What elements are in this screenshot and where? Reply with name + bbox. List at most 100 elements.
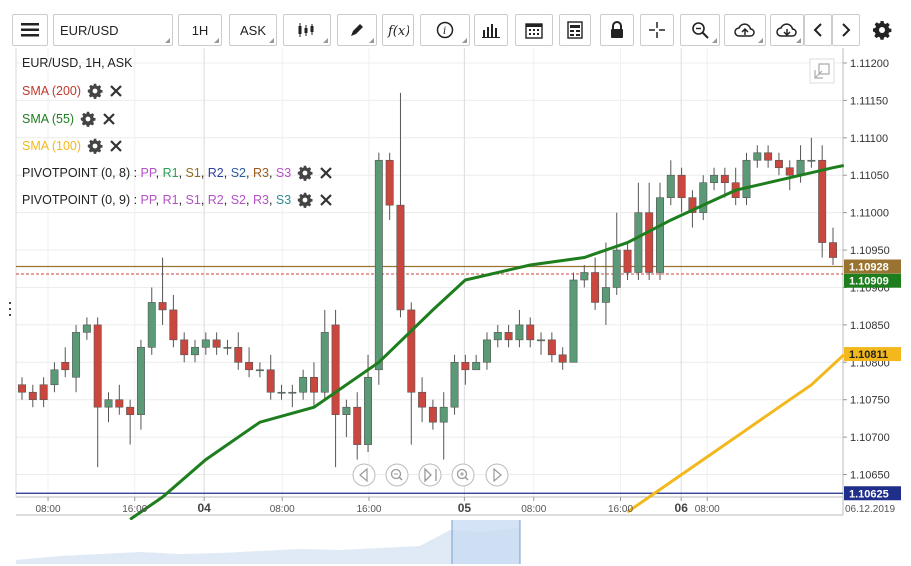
price-tag-label: 1.10909 — [849, 276, 889, 288]
chart-grid — [16, 48, 843, 497]
pivot1-r1: R1 — [162, 166, 179, 180]
sma200-settings-button[interactable] — [87, 83, 103, 99]
timeframe-select[interactable]: 1H — [178, 14, 222, 46]
y-tick-label: 1.11050 — [850, 170, 889, 182]
legend-pivot2: PIVOTPOINT (0, 9) : PP, R1, S1, R2, S2, … — [22, 192, 333, 208]
magnifier-icon — [692, 22, 709, 39]
scroll-back-button[interactable] — [804, 14, 832, 46]
zoom-out-button[interactable] — [385, 463, 409, 487]
candle-body — [450, 361, 459, 408]
candle — [753, 145, 762, 168]
candle-body — [407, 309, 416, 393]
reset-zoom-button[interactable] — [418, 463, 442, 487]
zoom-button[interactable] — [680, 14, 720, 46]
legend-pivot1: PIVOTPOINT (0, 8) : PP, R1, S1, R2, S2, … — [22, 165, 333, 181]
y-tick-label: 1.10650 — [850, 470, 890, 482]
maximize-button[interactable] — [809, 58, 835, 84]
candle — [677, 167, 686, 213]
candle-body — [774, 159, 783, 169]
candle — [504, 324, 513, 348]
sma55-remove-button[interactable] — [102, 112, 116, 126]
gear-icon — [87, 138, 103, 154]
indicators-button[interactable]: f(x) — [382, 14, 414, 46]
x-tick-label: 06.12.2019 — [845, 504, 895, 515]
candle — [547, 332, 556, 363]
price-side-select[interactable]: ASK — [229, 14, 277, 46]
info-button[interactable]: i — [420, 14, 470, 46]
symbol-select[interactable]: EUR/USD — [53, 14, 173, 46]
candle — [731, 167, 740, 206]
candle-body — [353, 406, 362, 445]
navigator-area — [16, 528, 520, 564]
sma55-label: SMA (55) — [22, 112, 75, 126]
candle — [428, 399, 437, 430]
panel-resize-handle[interactable] — [9, 302, 11, 316]
timeframe-label: 1H — [191, 22, 209, 38]
candle-body — [807, 159, 816, 162]
candle-body — [504, 332, 513, 341]
volume-button[interactable] — [474, 14, 508, 46]
pivot1-pp: PP — [140, 166, 156, 180]
calendar-button[interactable] — [515, 14, 553, 46]
candle — [288, 384, 297, 408]
candle-body — [493, 332, 502, 341]
plot-frame — [15, 48, 844, 516]
scroll-left-button[interactable] — [352, 463, 376, 487]
sma200-remove-button[interactable] — [109, 84, 123, 98]
x-tick-label: 08:00 — [270, 504, 295, 515]
candle-body — [136, 347, 145, 415]
price-side-label: ASK — [239, 22, 266, 38]
sma100-remove-button[interactable] — [109, 139, 123, 153]
settings-button[interactable] — [866, 14, 898, 46]
candle — [245, 347, 254, 378]
navigator-window[interactable] — [452, 520, 520, 564]
pivot2-s3: S3 — [275, 193, 292, 207]
lock-button[interactable] — [600, 14, 634, 46]
navigator[interactable] — [16, 520, 843, 564]
y-tick-label: 1.10950 — [850, 245, 890, 257]
candle-body — [385, 159, 394, 206]
candle — [61, 347, 70, 378]
sma55-settings-button[interactable] — [80, 111, 96, 127]
crosshair-button[interactable] — [640, 14, 674, 46]
scroll-forward-button[interactable] — [832, 14, 860, 46]
sma100-label: SMA (100) — [22, 139, 82, 153]
download-button[interactable] — [770, 14, 804, 46]
pivot2-settings-button[interactable] — [297, 192, 313, 208]
cloud-upload-icon — [734, 23, 755, 37]
pivot2-remove-button[interactable] — [319, 193, 333, 207]
candle-body — [699, 182, 708, 213]
candles — [18, 92, 837, 468]
candle-body — [645, 212, 654, 273]
candle — [82, 317, 91, 340]
candle — [299, 369, 308, 400]
candle-body — [482, 339, 491, 363]
candle — [580, 265, 589, 288]
candle — [39, 377, 48, 408]
price-tag-label: 1.10625 — [849, 488, 889, 500]
zoom-in-button[interactable] — [451, 463, 475, 487]
candlestick-icon — [298, 23, 314, 37]
menu-button[interactable] — [12, 14, 48, 46]
chart-type-button[interactable] — [283, 14, 331, 46]
upload-button[interactable] — [724, 14, 766, 46]
template-button[interactable] — [559, 14, 591, 46]
candle — [277, 384, 286, 400]
draw-tool-button[interactable] — [337, 14, 377, 46]
pivot1-remove-button[interactable] — [319, 166, 333, 180]
candle — [28, 384, 37, 408]
x-axis: 08:00 16:00 04 08:00 16:00 05 08:00 16:00 06 08:0… — [36, 497, 895, 515]
pivot1-label: PIVOTPOINT (0, 8) — [22, 166, 131, 180]
scroll-right-button[interactable] — [485, 463, 509, 487]
y-tick-label: 1.11200 — [850, 58, 889, 70]
candle — [439, 392, 448, 460]
chevron-right-icon — [842, 23, 851, 37]
candle-body — [331, 324, 340, 415]
gear-icon — [297, 192, 313, 208]
candle — [818, 145, 827, 258]
price-tag-bg — [844, 347, 901, 362]
candle-body — [320, 332, 329, 393]
pivot1-settings-button[interactable] — [297, 165, 313, 181]
sma100-settings-button[interactable] — [87, 138, 103, 154]
